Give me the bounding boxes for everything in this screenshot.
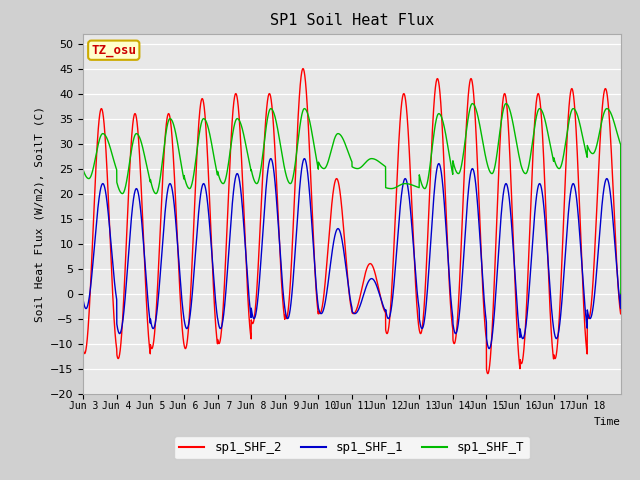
sp1_SHF_2 xyxy=(526,223,534,229)
sp1_SHF_1 xyxy=(372,281,380,287)
sp1_SHF_2 xyxy=(484,371,492,376)
Title: SP1 Soil Heat Flux: SP1 Soil Heat Flux xyxy=(270,13,434,28)
sp1_SHF_1 xyxy=(617,291,625,297)
Legend: sp1_SHF_2, sp1_SHF_1, sp1_SHF_T: sp1_SHF_2, sp1_SHF_1, sp1_SHF_T xyxy=(175,436,529,459)
sp1_SHF_T xyxy=(540,112,547,118)
sp1_SHF_1 xyxy=(267,156,275,161)
sp1_SHF_T xyxy=(191,166,198,171)
sp1_SHF_2 xyxy=(540,158,548,164)
sp1_SHF_T xyxy=(502,101,510,107)
sp1_SHF_1 xyxy=(526,277,534,283)
sp1_SHF_T xyxy=(499,107,507,113)
sp1_SHF_2 xyxy=(617,291,625,297)
X-axis label: Time: Time xyxy=(594,417,621,427)
sp1_SHF_2 xyxy=(401,92,408,98)
sp1_SHF_2 xyxy=(500,94,508,99)
sp1_SHF_2 xyxy=(372,274,380,279)
sp1_SHF_1 xyxy=(485,346,493,351)
Y-axis label: Soil Heat Flux (W/m2), SoilT (C): Soil Heat Flux (W/m2), SoilT (C) xyxy=(35,106,44,322)
sp1_SHF_2 xyxy=(300,66,307,72)
Line: sp1_SHF_1: sp1_SHF_1 xyxy=(83,158,621,348)
sp1_SHF_1 xyxy=(79,297,87,303)
sp1_SHF_1 xyxy=(191,261,198,266)
Text: TZ_osu: TZ_osu xyxy=(92,44,136,57)
sp1_SHF_T xyxy=(401,181,408,187)
sp1_SHF_T xyxy=(79,167,87,173)
sp1_SHF_1 xyxy=(401,176,408,182)
sp1_SHF_T xyxy=(372,157,380,163)
sp1_SHF_T xyxy=(617,291,625,297)
sp1_SHF_2 xyxy=(79,347,87,352)
sp1_SHF_2 xyxy=(191,201,198,207)
sp1_SHF_1 xyxy=(540,203,548,209)
sp1_SHF_1 xyxy=(500,190,508,195)
Line: sp1_SHF_2: sp1_SHF_2 xyxy=(83,69,621,373)
sp1_SHF_T xyxy=(526,157,534,163)
Line: sp1_SHF_T: sp1_SHF_T xyxy=(83,104,621,294)
